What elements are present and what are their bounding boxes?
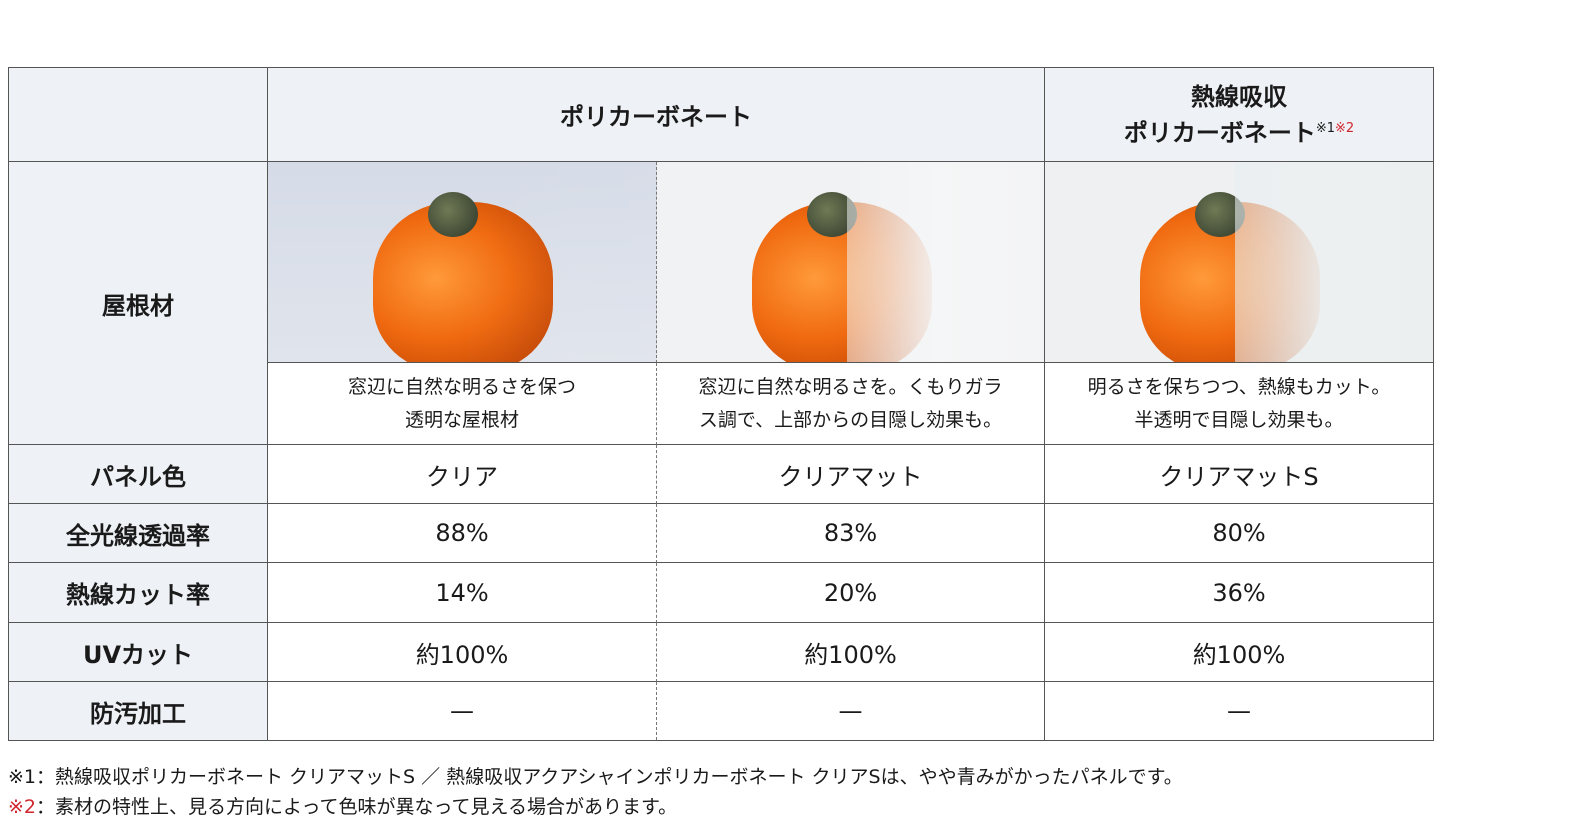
header-polycarbonate: ポリカーボネート xyxy=(268,68,1045,162)
table-cell: クリア xyxy=(268,445,657,504)
description-clear-matte: 窓辺に自然な明るさを。くもりガラ ス調で、上部からの目隠し効果も。 xyxy=(657,363,1045,445)
clear-panel-image xyxy=(268,162,657,363)
table-cell: 36% xyxy=(1045,563,1433,623)
footnote-text: ：熱線吸収ポリカーボネート クリアマットS ／ 熱線吸収アクアシャインポリカーボ… xyxy=(36,766,1183,788)
table-cell: — xyxy=(1227,697,1251,725)
footnotes: ※1：熱線吸収ポリカーボネート クリアマットS ／ 熱線吸収アクアシャインポリカ… xyxy=(8,762,1183,822)
header-line2: ポリカーボネート xyxy=(1123,118,1316,147)
description-heat-absorbing: 明るさを保ちつつ、熱線もカット。 半透明で目隠し効果も。 xyxy=(1045,363,1433,445)
table-cell: — xyxy=(657,682,1045,740)
header-line1: 熱線吸収 xyxy=(1191,82,1287,111)
table-cell: 88% xyxy=(268,504,657,563)
clear-matte-panel-image xyxy=(657,162,1045,363)
row-label: UVカット xyxy=(9,623,268,682)
footnote-mark: ※1 xyxy=(8,766,37,788)
table-cell: 14% xyxy=(268,563,657,623)
header-heat-absorbing: 熱線吸収 ポリカーボネート※1※2 xyxy=(1045,68,1433,162)
description-clear: 窓辺に自然な明るさを保つ 透明な屋根材 xyxy=(268,363,657,445)
table-cell: クリアマット xyxy=(657,445,1045,504)
row-label-roof: 屋根材 xyxy=(9,162,268,445)
footnote-text: ：素材の特性上、見る方向によって色味が異なって見える場合があります。 xyxy=(36,796,678,818)
table-cell: 83% xyxy=(657,504,1045,563)
heat-absorbing-panel-image xyxy=(1045,162,1433,363)
row-label: 全光線透過率 xyxy=(9,504,268,563)
note-ref-1: ※1 xyxy=(1315,120,1335,136)
table-cell: 約100% xyxy=(1045,623,1433,682)
comparison-table: ポリカーボネート 熱線吸収 ポリカーボネート※1※2 屋根材 窓辺に自然な明るさ… xyxy=(8,67,1434,741)
table-cell: — xyxy=(268,682,657,740)
footnote-1: ※1：熱線吸収ポリカーボネート クリアマットS ／ 熱線吸収アクアシャインポリカ… xyxy=(8,762,1183,792)
table-cell: 80% xyxy=(1045,504,1433,563)
table-cell: 約100% xyxy=(657,623,1045,682)
note-ref-2: ※2 xyxy=(1335,120,1355,136)
footnote-2: ※2：素材の特性上、見る方向によって色味が異なって見える場合があります。 xyxy=(8,792,1183,822)
row-label: 防汚加工 xyxy=(9,682,268,740)
table-cell: 約100% xyxy=(268,623,657,682)
table-cell: 20% xyxy=(657,563,1045,623)
corner-cell xyxy=(9,68,268,162)
row-label: パネル色 xyxy=(9,445,268,504)
table-cell: クリアマットS xyxy=(1045,445,1433,504)
footnote-mark: ※2 xyxy=(8,796,37,818)
row-label: 熱線カット率 xyxy=(9,563,268,623)
